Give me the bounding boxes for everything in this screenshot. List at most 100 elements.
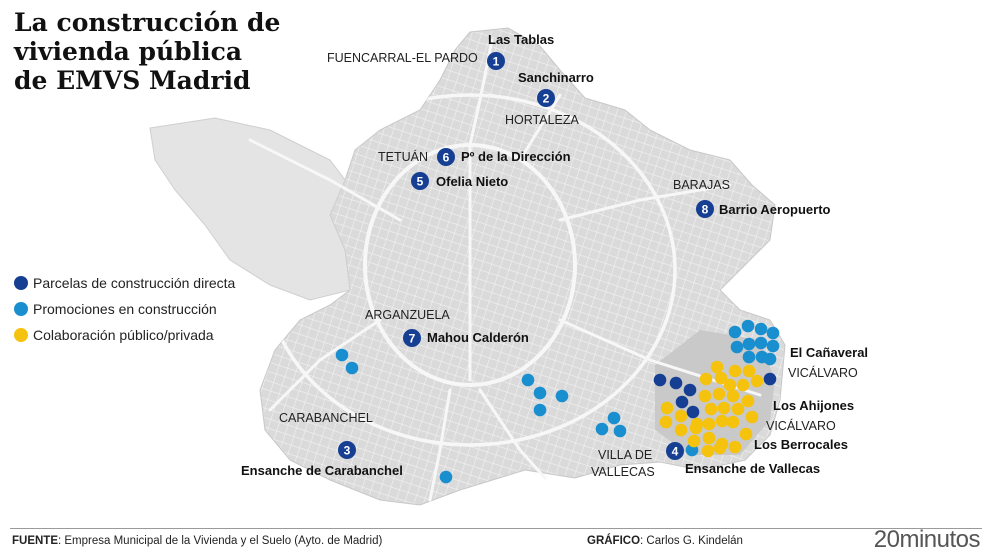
site-number: 2 (543, 91, 550, 105)
site-number: 7 (409, 331, 416, 345)
marker-colaboracion (674, 409, 688, 423)
marker-colaboracion (728, 364, 742, 378)
marker-colaboracion (726, 389, 740, 403)
marker-construccion (754, 322, 768, 336)
marker-colaboracion (717, 401, 731, 415)
marker-directa (653, 373, 667, 387)
label-tetuan: TETUÁN (378, 149, 428, 164)
marker-construccion (533, 386, 547, 400)
marker-construccion (595, 422, 609, 436)
marker-colaboracion (741, 394, 755, 408)
area-labels: El Cañaveral Los Ahijones Los Berrocales (754, 345, 868, 452)
site-marker-8: 8 Barrio Aeropuerto (696, 200, 831, 218)
marker-construccion (766, 339, 780, 353)
label-arganzuela: ARGANZUELA (365, 308, 450, 322)
footer-graphic-text: : Carlos G. Kindelán (640, 535, 743, 547)
marker-colaboracion (712, 387, 726, 401)
marker-construccion (742, 337, 756, 351)
legend-item-colaboracion: Colaboración público/privada (14, 322, 235, 348)
a6-highway (248, 138, 402, 222)
site-number: 4 (672, 444, 679, 458)
label-vallecas: VALLECAS (591, 465, 655, 479)
marker-directa (675, 395, 689, 409)
marker-colaboracion (742, 364, 756, 378)
marker-colaboracion (698, 389, 712, 403)
legend-dot-directa (14, 276, 28, 290)
legend: Parcelas de construcción directa Promoci… (14, 270, 235, 348)
site-number: 8 (702, 202, 709, 216)
legend-label-directa: Parcelas de construcción directa (33, 275, 236, 291)
label-barajas: BARAJAS (673, 178, 730, 192)
brand-logo: 20minutos (873, 526, 981, 553)
site-marker-6: 6 Pº de la Dirección (437, 148, 571, 166)
marker-construccion (521, 373, 535, 387)
madrid-map: 1 Las Tablas 2 Sanchinarro 6 Pº de la Direcci… (149, 27, 868, 506)
title-line-3: de EMVS Madrid (14, 66, 251, 95)
marker-directa (763, 372, 777, 386)
marker-colaboracion (726, 415, 740, 429)
marker-colaboracion (687, 434, 701, 448)
marker-construccion (742, 350, 756, 364)
marker-colaboracion (699, 372, 713, 386)
marker-colaboracion (701, 444, 715, 458)
marker-colaboracion (660, 401, 674, 415)
marker-colaboracion (710, 360, 724, 374)
marker-colaboracion (750, 374, 764, 388)
legend-dot-construccion (14, 302, 28, 316)
marker-colaboracion (714, 371, 728, 385)
title-line-1: La construcción de (14, 8, 281, 37)
marker-directa (683, 383, 697, 397)
site-number-badge (437, 148, 455, 166)
marker-colaboracion (689, 421, 703, 435)
footer-source-label: FUENTE (12, 535, 58, 547)
marker-construccion (741, 319, 755, 333)
footer-graphic: GRÁFICO: Carlos G. Kindelán (587, 535, 743, 547)
site-number-badge (666, 442, 684, 460)
marker-colaboracion (731, 402, 745, 416)
label-fuencarral: FUENCARRAL-EL PARDO (327, 51, 478, 65)
title-line-2: vivienda pública (14, 37, 243, 66)
marker-construccion (555, 389, 569, 403)
marker-colaboracion (736, 378, 750, 392)
marker-colaboracion (723, 378, 737, 392)
site-name: Las Tablas (488, 32, 554, 47)
marker-construccion (754, 336, 768, 350)
site-number-badge (696, 200, 714, 218)
site-name: Ensanche de Vallecas (685, 461, 820, 476)
marker-construccion (613, 424, 627, 438)
site-number-badge (487, 52, 505, 70)
site-name: Ofelia Nieto (436, 174, 508, 189)
marker-construccion (766, 326, 780, 340)
marker-colaboracion (704, 402, 718, 416)
a5-highway (268, 318, 382, 412)
site-number-badge (403, 329, 421, 347)
legend-label-construccion: Promociones en construcción (33, 301, 217, 317)
city-area (149, 27, 786, 506)
marker-directa (669, 376, 683, 390)
site-name: Mahou Calderón (427, 330, 529, 345)
a1-highway (518, 93, 562, 162)
marker-construccion (533, 403, 547, 417)
page-title: La construcción de vivienda pública de E… (14, 8, 304, 95)
site-marker-7: 7 Mahou Calderón (403, 329, 529, 347)
site-name: Pº de la Dirección (461, 149, 571, 164)
label-vicalvaro-2: VICÁLVARO (766, 418, 836, 433)
label-vicalvaro-1: VICÁLVARO (788, 365, 858, 380)
site-number-badge (338, 441, 356, 459)
footer-source: FUENTE: Empresa Municipal de la Vivienda… (12, 535, 382, 547)
site-number: 1 (493, 54, 500, 68)
marker-colaboracion (702, 417, 716, 431)
marker-construccion (763, 352, 777, 366)
label-villa-de: VILLA DE (598, 448, 652, 462)
marker-colaboracion (745, 410, 759, 424)
marker-construccion (335, 348, 349, 362)
site-name: Barrio Aeropuerto (719, 202, 831, 217)
marker-colaboracion (728, 440, 742, 454)
markers-layer (335, 319, 780, 484)
site-number-badge (411, 172, 429, 190)
site-name: Sanchinarro (518, 70, 594, 85)
marker-colaboracion (739, 427, 753, 441)
marker-colaboracion (702, 431, 716, 445)
marker-colaboracion (674, 423, 688, 437)
marker-colaboracion (659, 415, 673, 429)
